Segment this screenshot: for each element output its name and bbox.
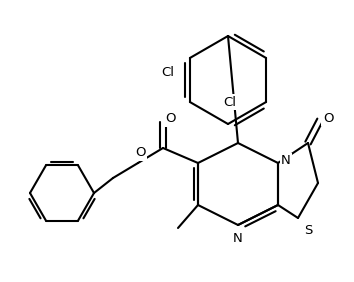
Text: O: O <box>135 147 145 160</box>
Text: N: N <box>233 232 243 246</box>
Text: N: N <box>281 155 291 168</box>
Text: Cl: Cl <box>161 65 175 78</box>
Text: O: O <box>166 113 176 125</box>
Text: S: S <box>304 224 312 237</box>
Text: Cl: Cl <box>223 96 236 109</box>
Text: O: O <box>323 111 333 124</box>
